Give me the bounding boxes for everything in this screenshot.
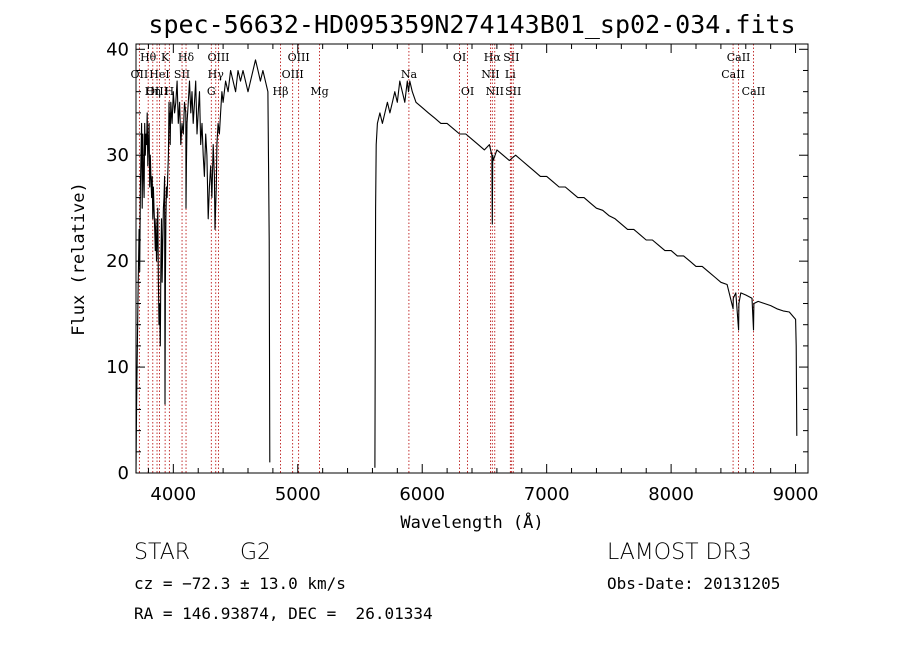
line-marker-label: CaII bbox=[721, 68, 745, 81]
survey-name: LAMOST DR3 bbox=[607, 540, 752, 565]
line-marker-label: Hγ bbox=[208, 68, 225, 81]
line-marker-label: SII bbox=[503, 51, 519, 64]
y-axis-label: Flux (relative) bbox=[69, 182, 89, 336]
line-marker-label: Na bbox=[401, 68, 418, 81]
spectrum-segment-0 bbox=[135, 59, 271, 474]
line-marker-label: K bbox=[161, 51, 170, 64]
line-marker-label: G bbox=[207, 85, 216, 98]
coordinates: RA = 146.93874, DEC = 26.01334 bbox=[134, 604, 433, 623]
line-marker-label: Mg bbox=[310, 85, 328, 98]
x-tick-label: 5000 bbox=[275, 484, 321, 505]
line-marker-label: OI bbox=[453, 51, 466, 64]
y-tick-label: 40 bbox=[106, 39, 129, 60]
line-marker-label: OIII bbox=[207, 51, 229, 64]
line-marker-label: H bbox=[165, 85, 175, 98]
y-tick-label: 30 bbox=[106, 145, 129, 166]
x-axis-label: Wavelength (Å) bbox=[400, 511, 543, 533]
line-markers: Hθ OII OIII K HeI Hη H SII Hδ OIII Hγ G OIII OIII Hβ Mg… bbox=[131, 44, 766, 473]
line-marker-label: Hβ bbox=[273, 85, 289, 98]
line-marker-label: SII bbox=[505, 85, 521, 98]
x-tick-label: 7000 bbox=[524, 484, 570, 505]
line-marker-label: CaII bbox=[742, 85, 766, 98]
line-marker-label: SII bbox=[174, 68, 190, 81]
line-marker-label: OIII bbox=[146, 85, 168, 98]
y-tick-label: 10 bbox=[106, 357, 129, 378]
chart-title: spec-56632-HD095359N274143B01_sp02-034.f… bbox=[148, 10, 795, 39]
line-marker-label: Hθ bbox=[140, 51, 157, 64]
line-marker-label: Hδ bbox=[178, 51, 195, 64]
spectrum-series bbox=[135, 59, 798, 474]
y-tick-label: 20 bbox=[106, 251, 129, 272]
observation-date: Obs-Date: 20131205 bbox=[607, 574, 781, 593]
plot-frame bbox=[135, 43, 809, 474]
line-marker-label: Hα bbox=[484, 51, 502, 64]
line-marker-label: NII bbox=[481, 68, 499, 81]
x-tick-label: 6000 bbox=[399, 484, 445, 505]
line-marker-label: OII bbox=[131, 68, 149, 81]
line-marker-label: OIII bbox=[282, 68, 304, 81]
object-class: STAR bbox=[134, 540, 191, 565]
line-marker-label: CaII bbox=[727, 51, 751, 64]
x-tick-label: 4000 bbox=[150, 484, 196, 505]
x-tick-label: 8000 bbox=[648, 484, 694, 505]
line-marker-label: OI bbox=[461, 85, 474, 98]
line-marker-label: Hη bbox=[145, 85, 161, 98]
line-marker-label: HeI bbox=[149, 68, 169, 81]
redshift-readout: cz = −72.3 ± 13.0 km/s bbox=[134, 574, 346, 593]
spectrum-segment-1 bbox=[374, 80, 798, 468]
subclass: G2 bbox=[240, 540, 272, 565]
x-tick-label: 9000 bbox=[773, 484, 819, 505]
line-marker-label: NII bbox=[486, 85, 504, 98]
axis-ticks: 4000 5000 6000 7000 8000 9000 0 10 20 30 40 bbox=[106, 39, 818, 505]
line-marker-label: OIII bbox=[288, 51, 310, 64]
line-marker-label: Li bbox=[505, 68, 516, 81]
y-tick-label: 0 bbox=[118, 463, 129, 484]
